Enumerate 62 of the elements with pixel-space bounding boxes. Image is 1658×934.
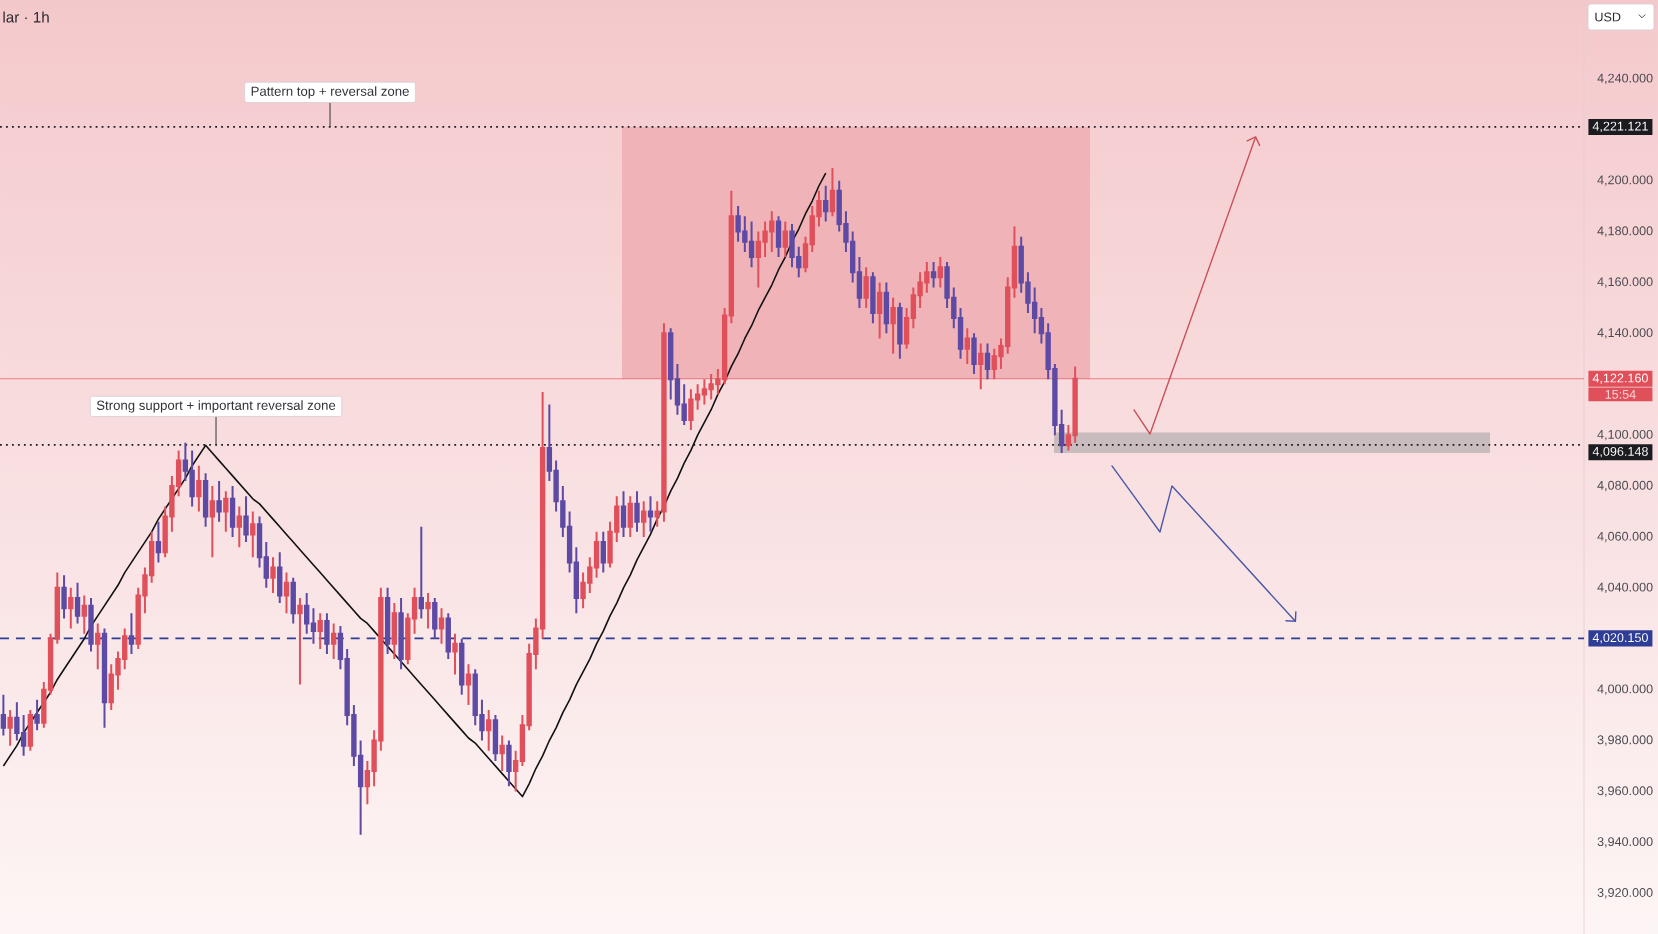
candlestick	[229, 485, 236, 538]
candlestick	[863, 266, 869, 309]
candlestick	[0, 693, 7, 737]
candlestick	[775, 215, 782, 258]
candlestick	[971, 332, 977, 376]
candlestick	[748, 220, 755, 269]
candlestick	[196, 464, 202, 513]
candlestick	[897, 301, 903, 360]
candlestick	[418, 525, 424, 620]
candlestick	[870, 271, 876, 325]
candlestick	[68, 586, 74, 630]
candlestick	[964, 327, 970, 365]
candlestick	[61, 574, 67, 620]
candlestick	[937, 256, 943, 289]
candlestick	[506, 739, 512, 788]
candlestick	[432, 597, 438, 640]
candlestick	[297, 597, 303, 686]
candlestick	[155, 520, 162, 564]
candlestick	[243, 495, 249, 544]
candlestick	[391, 602, 398, 661]
candlestick	[600, 530, 606, 574]
candlestick	[627, 495, 633, 538]
candlestick	[438, 607, 445, 645]
candlestick	[128, 612, 135, 656]
candlestick	[398, 597, 404, 671]
candlestick	[277, 551, 283, 605]
candlestick	[81, 594, 87, 635]
candlestick	[876, 281, 883, 340]
candlestick	[330, 622, 337, 661]
candlestick	[236, 505, 242, 549]
candlestick	[620, 490, 627, 538]
candlestick	[223, 490, 229, 533]
candlestick	[769, 210, 775, 253]
candlestick	[930, 261, 937, 289]
candlestick	[34, 698, 40, 732]
candlestick	[829, 166, 836, 218]
candlestick	[88, 597, 94, 653]
candlestick	[95, 622, 101, 671]
candlestick	[634, 490, 640, 533]
candlestick	[324, 612, 330, 656]
candlestick	[317, 612, 323, 650]
candlestick	[209, 485, 216, 559]
candlestick	[641, 500, 647, 538]
candlestick	[74, 581, 81, 625]
candlestick	[688, 388, 694, 432]
candlestick	[782, 220, 788, 258]
candlestick	[823, 184, 829, 223]
candlestick	[647, 495, 654, 533]
candlestick	[250, 510, 256, 559]
candlestick	[452, 632, 458, 676]
candlestick	[465, 663, 472, 706]
candlestick	[425, 591, 431, 630]
candlestick	[189, 449, 195, 508]
candlestick	[7, 709, 13, 747]
candlestick	[283, 571, 290, 615]
candlestick	[890, 296, 896, 355]
candlestick	[270, 556, 276, 594]
candlestick	[789, 222, 795, 269]
candlestick	[486, 709, 492, 752]
candlestick	[216, 479, 222, 523]
candlestick	[499, 734, 505, 773]
candlestick	[984, 342, 991, 381]
